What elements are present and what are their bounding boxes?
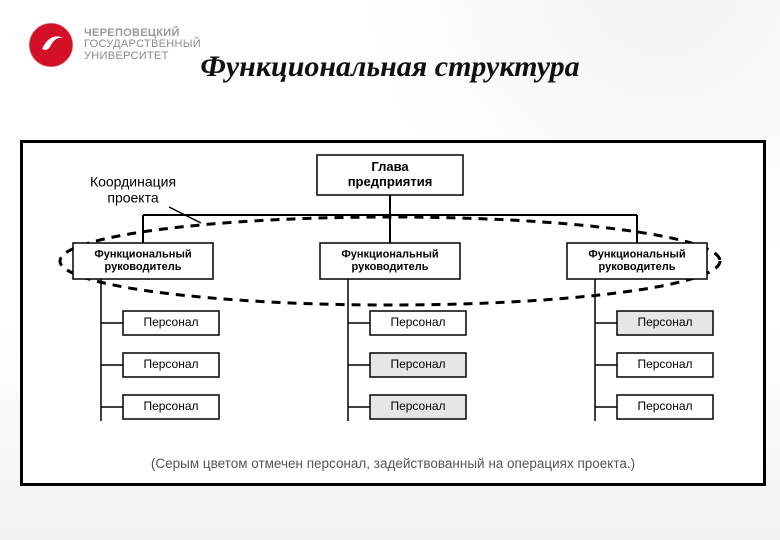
svg-text:предприятия: предприятия [348, 174, 433, 189]
svg-text:проекта: проекта [107, 190, 158, 206]
svg-text:Функциональный: Функциональный [588, 249, 685, 261]
page-title: Функциональная структура [0, 50, 780, 84]
svg-text:руководитель: руководитель [105, 261, 182, 273]
svg-text:Персонал: Персонал [637, 315, 692, 329]
diagram-footnote: (Серым цветом отмечен персонал, задейств… [23, 456, 763, 471]
svg-text:руководитель: руководитель [599, 261, 676, 273]
svg-text:Глава: Глава [371, 159, 409, 174]
svg-text:Персонал: Персонал [637, 399, 692, 413]
svg-text:Персонал: Персонал [390, 399, 445, 413]
diagram-frame: ГлавапредприятияФункциональныйруководите… [20, 140, 766, 486]
org-chart: ГлавапредприятияФункциональныйруководите… [23, 143, 757, 477]
svg-text:Координация: Координация [90, 174, 176, 190]
svg-text:Функциональный: Функциональный [94, 249, 191, 261]
svg-text:Персонал: Персонал [390, 315, 445, 329]
svg-text:Персонал: Персонал [143, 357, 198, 371]
svg-text:Функциональный: Функциональный [341, 249, 438, 261]
svg-text:Персонал: Персонал [143, 315, 198, 329]
svg-text:руководитель: руководитель [352, 261, 429, 273]
svg-text:Персонал: Персонал [143, 399, 198, 413]
svg-text:Персонал: Персонал [390, 357, 445, 371]
svg-text:Персонал: Персонал [637, 357, 692, 371]
